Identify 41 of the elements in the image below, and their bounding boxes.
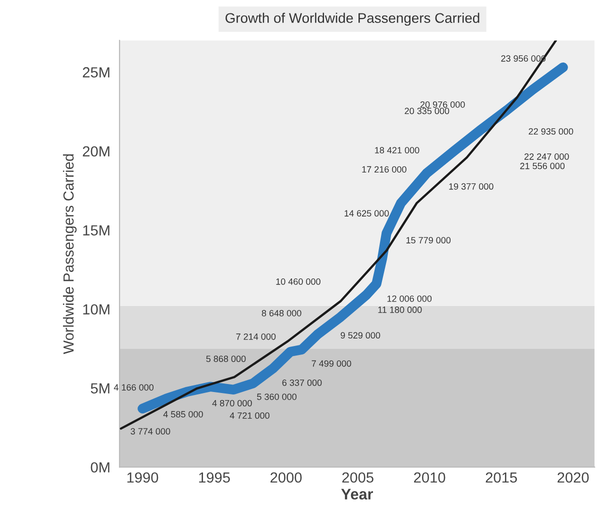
annotation: 11 180 000	[378, 306, 422, 313]
annotation: 22 935 000	[528, 128, 574, 135]
x-tick-label: 2000	[270, 472, 302, 483]
annotation: 12 006 000	[387, 295, 432, 302]
x-tick-label: 2010	[414, 472, 446, 483]
annotation: 10 460 000	[276, 278, 320, 285]
annotation: 19 377 000	[449, 183, 494, 190]
chart-title: Growth of Worldwide Passengers Carried	[226, 12, 480, 26]
annotation: 4 870 000	[212, 400, 252, 406]
annotation: 20 976 000	[420, 101, 465, 108]
annotation: 4 585 000	[163, 411, 203, 418]
x-tick-label: 1995	[199, 472, 230, 483]
annotation: 3 774 000	[130, 428, 170, 435]
y-tick-label: 5M	[90, 383, 110, 394]
y-tick-label: 0M	[90, 462, 110, 473]
annotation: 5 360 000	[257, 394, 297, 400]
x-axis-title: Year	[341, 488, 373, 500]
x-tick-label: 2015	[486, 472, 517, 483]
annotation: 6 337 000	[282, 380, 322, 386]
annotation: 7 499 000	[312, 360, 352, 367]
annotation: 5 868 000	[206, 356, 246, 362]
x-tick-label: 2020	[558, 472, 589, 483]
annotation: 15 779 000	[406, 237, 451, 244]
annotation: 8 648 000	[262, 310, 302, 316]
annotation: 22 247 000	[524, 153, 569, 160]
y-tick-label: 15M	[83, 225, 110, 236]
annotation: 4 721 000	[230, 412, 270, 419]
annotation: 7 214 000	[236, 333, 276, 340]
annotation: 4 166 000	[114, 384, 154, 391]
annotation: 9 529 000	[340, 332, 380, 339]
annotation: 14 625 000	[344, 210, 389, 217]
y-tick-label: 10M	[83, 304, 110, 315]
y-axis-title: Worldwide Passengers Carried	[62, 154, 77, 354]
y-tick-label: 25M	[82, 67, 110, 78]
annotation: 20 335 000	[404, 108, 450, 114]
x-tick-label: 2005	[342, 472, 374, 483]
y-tick-label: 20M	[82, 146, 110, 157]
annotation: 18 421 000	[375, 147, 420, 154]
annotation: 21 556 000	[520, 162, 565, 170]
annotation: 17 216 000	[362, 166, 406, 173]
x-tick-label: 1990	[127, 472, 158, 483]
